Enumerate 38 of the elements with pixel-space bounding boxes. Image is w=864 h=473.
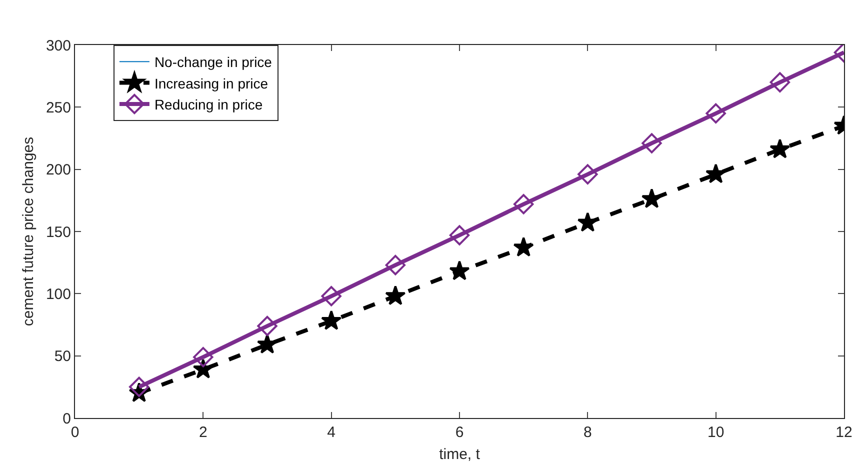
- point: [513, 236, 534, 257]
- point: [449, 260, 470, 280]
- point: [321, 286, 342, 306]
- point: [513, 194, 534, 214]
- y-tick-label: 100: [46, 286, 71, 303]
- point: [193, 346, 214, 368]
- x-tick-label: 8: [584, 424, 592, 441]
- point: [706, 103, 726, 124]
- point: [192, 358, 214, 378]
- y-tick-label: 200: [46, 162, 71, 179]
- x-tick-label: 2: [199, 424, 208, 441]
- point: [578, 164, 598, 184]
- y-tick-label: 0: [62, 410, 71, 428]
- point: [770, 138, 790, 158]
- x-axis-title: time, t: [439, 446, 481, 463]
- point: [257, 316, 278, 336]
- point: [706, 164, 726, 184]
- point: [770, 72, 790, 92]
- x-tick-label: 4: [327, 424, 336, 441]
- point: [577, 212, 598, 232]
- point: [321, 310, 342, 330]
- y-axis-title: cement future price changes: [20, 136, 38, 326]
- point: [641, 188, 662, 208]
- x-tick-label: 12: [836, 424, 852, 441]
- point: [385, 254, 406, 276]
- y-tick-label: 50: [54, 348, 71, 366]
- y-tick-label: 150: [46, 224, 71, 241]
- x-tick-label: 10: [707, 424, 724, 441]
- y-tick-label: 250: [46, 99, 71, 116]
- legend-label: No-change in price: [154, 54, 272, 70]
- point: [128, 376, 150, 398]
- point: [385, 285, 406, 306]
- legend-label: Reducing in price: [154, 96, 263, 112]
- point: [642, 133, 662, 154]
- legend-label: Increasing in price: [154, 75, 268, 92]
- x-tick-label: 6: [455, 424, 464, 441]
- y-tick-label: 300: [46, 37, 71, 54]
- point: [449, 225, 470, 246]
